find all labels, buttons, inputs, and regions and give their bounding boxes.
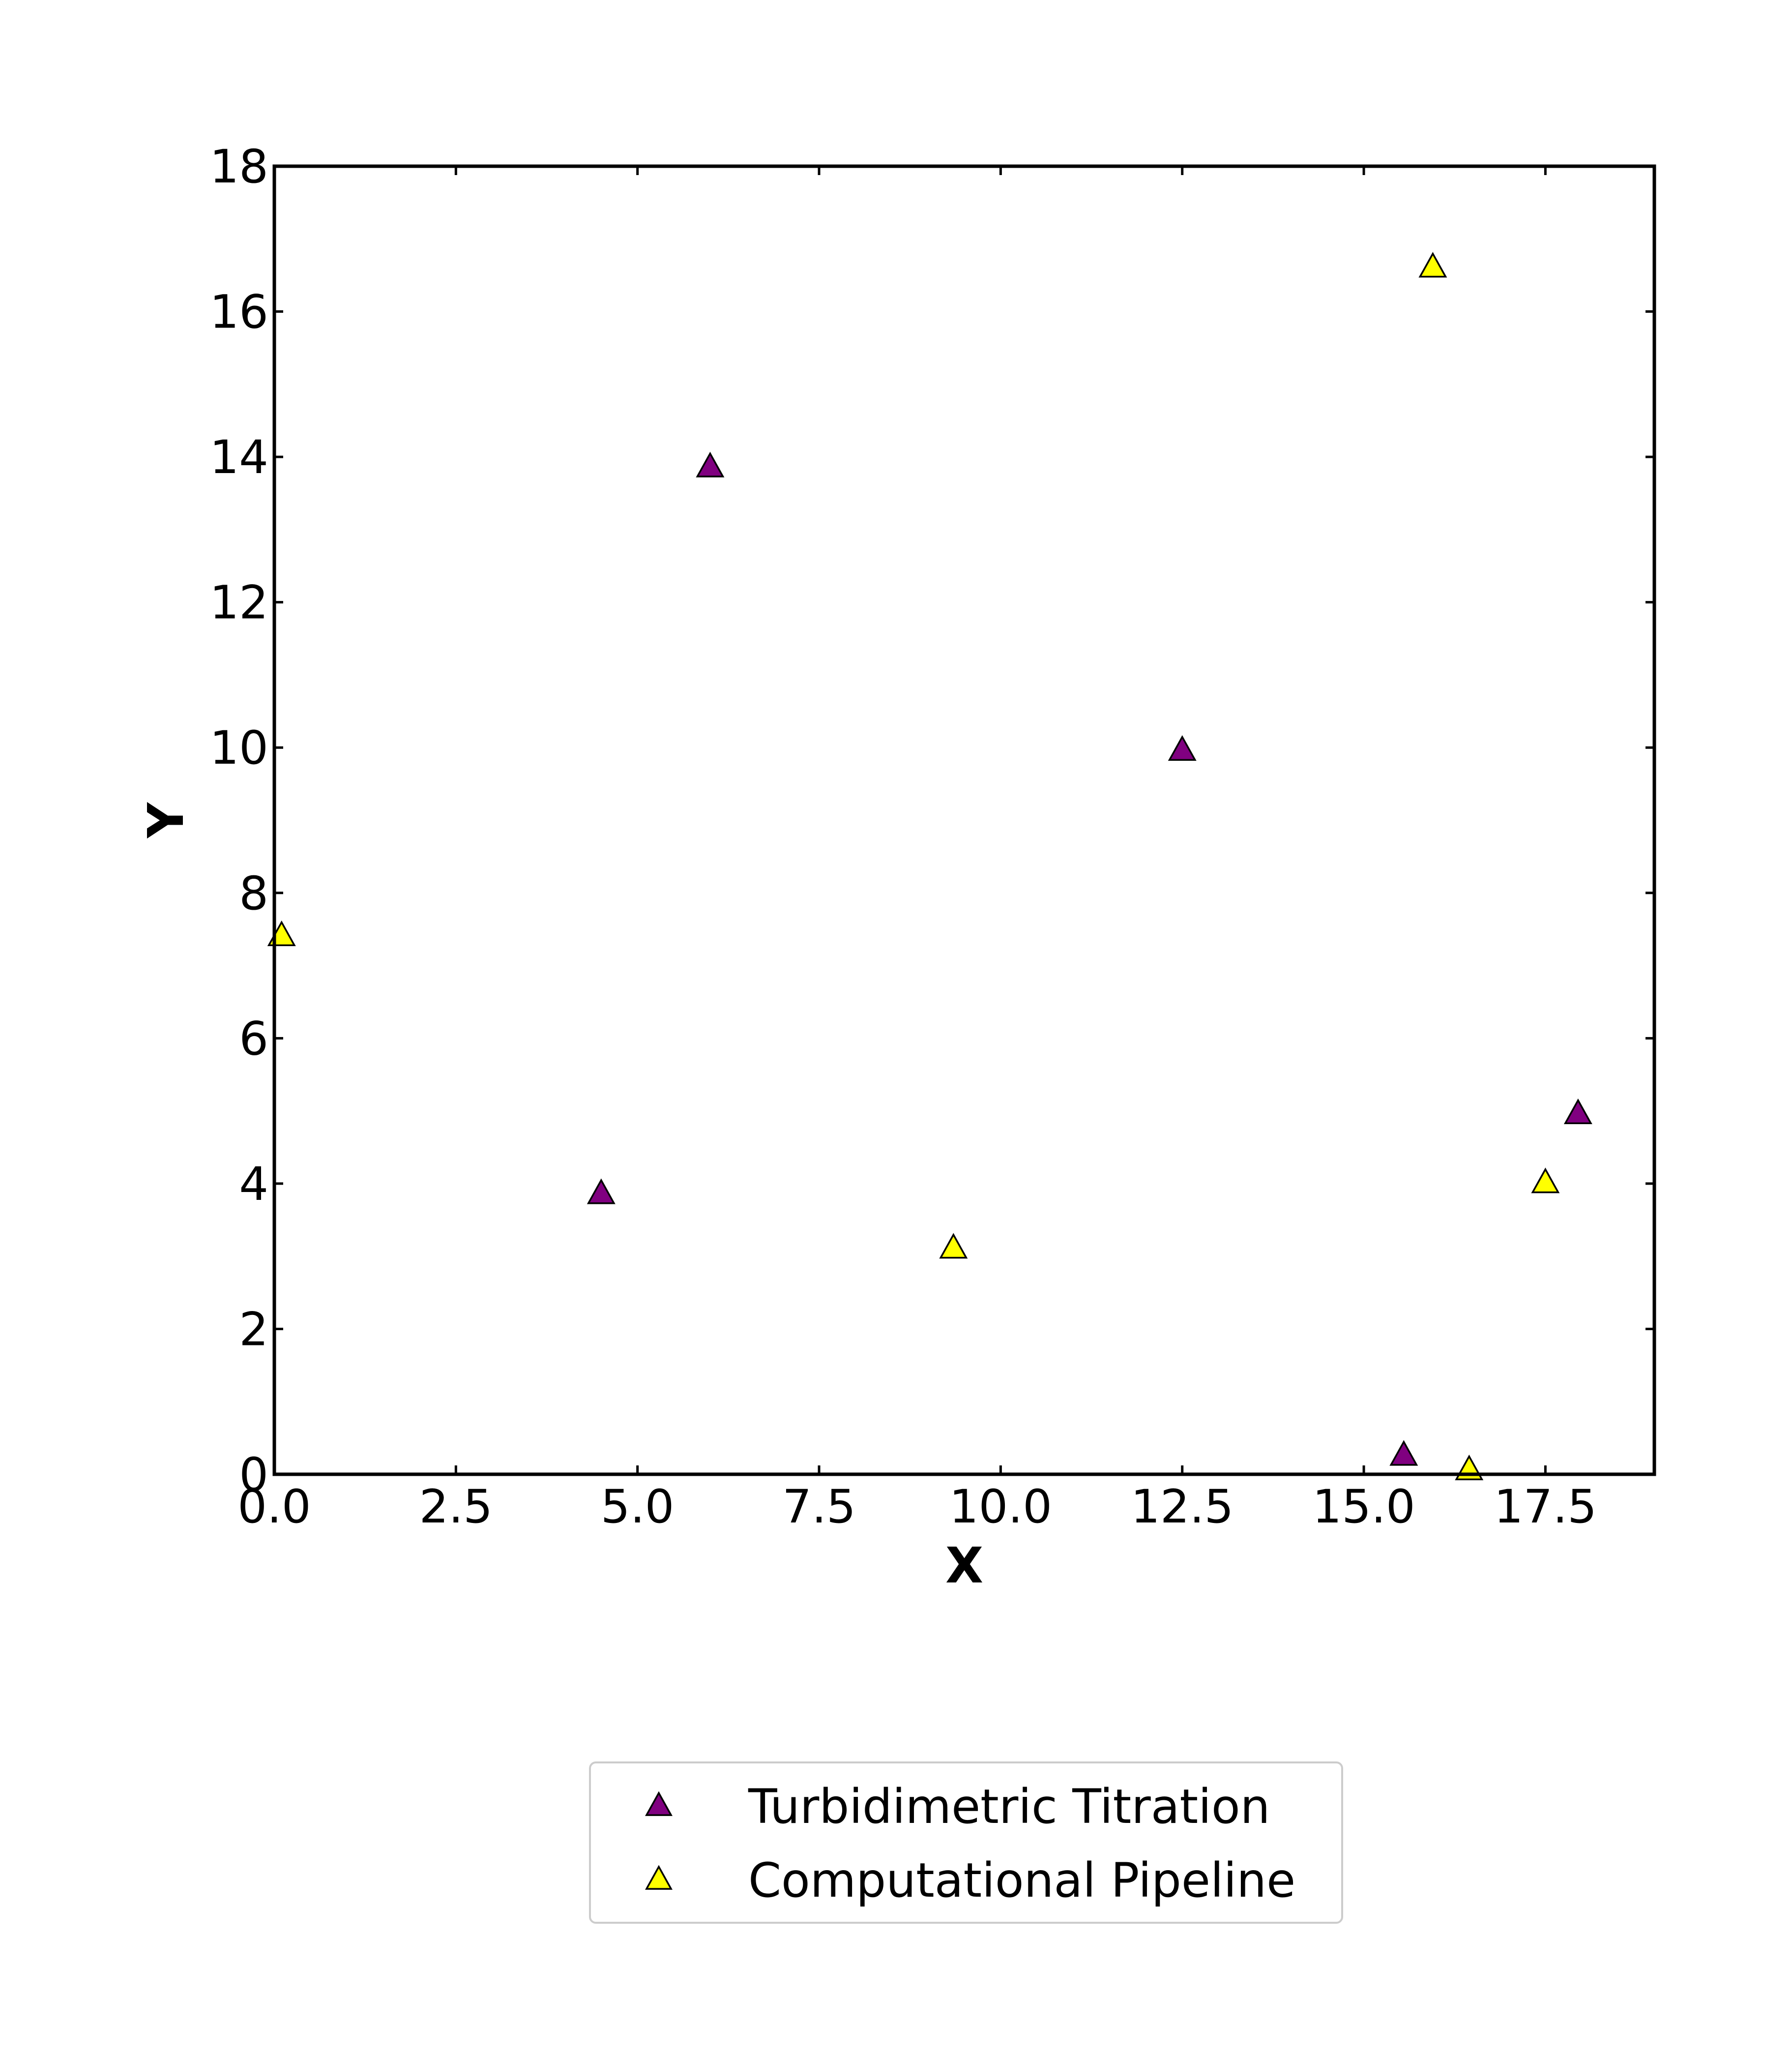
- y-tick-label: 6: [239, 1012, 268, 1066]
- y-tick-label: 10: [209, 721, 268, 775]
- x-tick-label: 12.5: [1131, 1480, 1234, 1534]
- data-point-series-2: [1418, 252, 1447, 278]
- legend-box: [589, 1761, 1343, 1924]
- x-tick-label: 17.5: [1494, 1480, 1597, 1534]
- x-tick-label: 5.0: [601, 1480, 675, 1534]
- x-axis-label: X: [945, 1537, 983, 1594]
- legend-marker: [645, 1865, 673, 1890]
- x-tick-label: 7.5: [782, 1480, 856, 1534]
- data-point-series-1: [587, 1178, 616, 1204]
- y-axis-label: Y: [137, 802, 195, 838]
- legend: Turbidimetric Titration Computational Pip…: [589, 1761, 1343, 1924]
- data-point-series-1: [1563, 1098, 1592, 1125]
- legend-marker: [645, 1791, 673, 1816]
- data-points: [267, 252, 1592, 1481]
- y-tick-label: 12: [209, 576, 268, 630]
- y-tick-label: 18: [209, 140, 268, 194]
- legend-label: Turbidimetric Titration: [748, 1779, 1270, 1834]
- y-tick-label: 2: [239, 1303, 268, 1356]
- data-point-series-1: [1389, 1440, 1418, 1466]
- x-tick-label: 0.0: [237, 1480, 311, 1534]
- y-tick-label: 0: [239, 1448, 268, 1502]
- legend-items: Turbidimetric Titration Computational Pip…: [645, 1779, 1295, 1908]
- y-tick-label: 16: [209, 286, 268, 339]
- data-point-series-2: [939, 1233, 968, 1259]
- data-point-series-2: [1531, 1167, 1560, 1193]
- y-tick-label: 8: [239, 867, 268, 921]
- x-tick-label: 15.0: [1312, 1480, 1415, 1534]
- plot-frame: [272, 164, 1656, 1476]
- y-tick-label: 4: [239, 1158, 268, 1211]
- x-tick-labels: 0.0 2.5 5.0 7.5 10.0 12.5 15.0 17.5: [237, 1480, 1597, 1534]
- y-tick-label: 14: [209, 431, 268, 484]
- data-point-series-1: [696, 451, 725, 477]
- y-tick-labels: 0 2 4 6 8 10 12 14 16 18: [209, 140, 268, 1502]
- legend-label: Computational Pipeline: [748, 1853, 1295, 1908]
- x-tick-label: 2.5: [419, 1480, 493, 1534]
- x-tick-label: 10.0: [949, 1480, 1052, 1534]
- data-point-series-1: [1168, 735, 1197, 761]
